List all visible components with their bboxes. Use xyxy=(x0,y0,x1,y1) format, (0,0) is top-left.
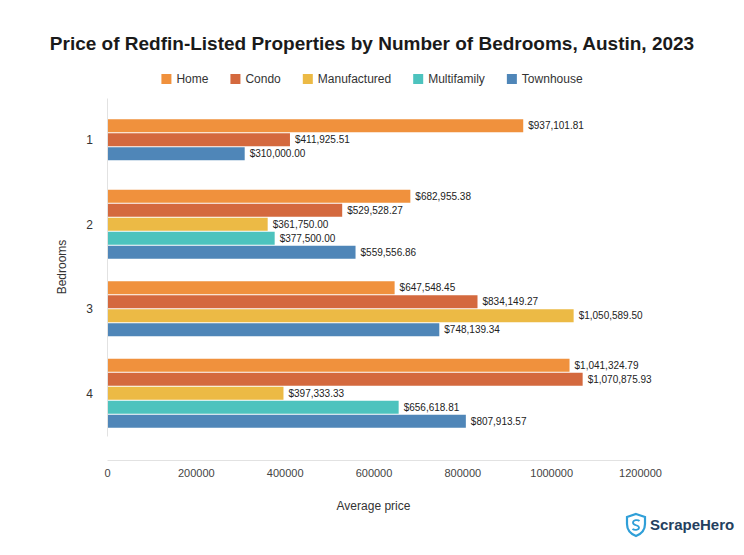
x-tick-label: 1000000 xyxy=(530,467,573,479)
data-label: $397,333.33 xyxy=(288,388,344,399)
y-tick: 1 xyxy=(86,133,107,147)
legend-swatch xyxy=(507,74,517,84)
y-tick-label: 3 xyxy=(86,302,93,316)
data-label: $834,149.27 xyxy=(483,296,539,307)
y-axis: 1 2 3 4 xyxy=(86,99,107,437)
bar xyxy=(107,190,410,203)
data-label: $647,548.45 xyxy=(400,282,456,293)
legend-swatch xyxy=(413,74,423,84)
data-label: $1,050,589.50 xyxy=(579,310,643,321)
bar xyxy=(107,281,395,294)
logo-shield xyxy=(627,514,645,536)
bar xyxy=(107,359,570,372)
y-tick: 2 xyxy=(86,218,107,232)
y-tick-label: 1 xyxy=(86,133,93,147)
y-tick: 4 xyxy=(86,387,107,401)
data-labels: $937,101.81 $411,925.51 $310,000.00 $682,95… xyxy=(250,120,652,427)
data-label: $937,101.81 xyxy=(528,120,584,131)
legend-label: Manufactured xyxy=(318,72,391,86)
data-label: $361,750.00 xyxy=(273,219,329,230)
bars xyxy=(107,119,583,428)
bar xyxy=(107,295,478,308)
bar xyxy=(107,218,268,231)
x-tick: 800000 xyxy=(444,460,481,479)
bar xyxy=(107,323,439,336)
x-tick: 0 xyxy=(104,460,110,479)
bar xyxy=(107,147,245,160)
x-tick-label: 1200000 xyxy=(619,467,662,479)
chart-container: Price of Redfin-Listed Properties by Num… xyxy=(0,0,744,555)
legend-label: Multifamily xyxy=(428,72,485,86)
logo-mark xyxy=(633,520,640,530)
legend: Home Condo Manufactured Multifamily Townhous… xyxy=(161,72,582,86)
data-label: $310,000.00 xyxy=(250,148,306,159)
source-logo: ScrapeHero xyxy=(627,514,734,536)
x-tick-label: 0 xyxy=(104,467,110,479)
chart-svg: Price of Redfin-Listed Properties by Num… xyxy=(0,0,744,555)
bar xyxy=(107,119,523,132)
data-label: $1,070,875.93 xyxy=(588,374,652,385)
bar xyxy=(107,204,342,217)
x-tick-label: 400000 xyxy=(267,467,304,479)
legend-item: Townhouse xyxy=(507,72,583,86)
bar xyxy=(107,309,574,322)
legend-swatch xyxy=(230,74,240,84)
source-text: ScrapeHero xyxy=(650,516,734,533)
y-tick-label: 2 xyxy=(86,218,93,232)
data-label: $807,913.57 xyxy=(471,416,527,427)
x-axis: 0 200000 400000 600000 800000 1000000 1200000 xyxy=(104,460,661,479)
x-tick: 1000000 xyxy=(530,460,573,479)
y-tick: 3 xyxy=(86,302,107,316)
bar xyxy=(107,232,275,245)
x-tick-label: 200000 xyxy=(178,467,215,479)
legend-item: Home xyxy=(161,72,208,86)
data-label: $656,618.81 xyxy=(404,402,460,413)
bar xyxy=(107,373,583,386)
data-label: $411,925.51 xyxy=(295,134,350,145)
data-label: $682,955.38 xyxy=(415,191,471,202)
y-axis-title: Bedrooms xyxy=(55,240,69,295)
data-label: $529,528.27 xyxy=(347,205,403,216)
y-axis-line xyxy=(107,99,108,437)
x-tick: 400000 xyxy=(267,460,304,479)
legend-label: Condo xyxy=(245,72,281,86)
bar xyxy=(107,133,290,146)
data-label: $559,556.86 xyxy=(361,247,417,258)
data-label: $748,139.34 xyxy=(444,324,500,335)
x-axis-title: Average price xyxy=(337,499,411,513)
chart-title: Price of Redfin-Listed Properties by Num… xyxy=(50,33,694,54)
x-axis-line xyxy=(108,460,641,461)
legend-item: Multifamily xyxy=(413,72,485,86)
legend-label: Townhouse xyxy=(522,72,583,86)
x-tick: 600000 xyxy=(356,460,393,479)
legend-swatch xyxy=(303,74,313,84)
legend-label: Home xyxy=(176,72,208,86)
bar xyxy=(107,246,356,259)
x-tick: 1200000 xyxy=(619,460,662,479)
bar xyxy=(107,415,466,428)
x-tick-label: 800000 xyxy=(444,467,481,479)
legend-swatch xyxy=(161,74,171,84)
x-tick: 200000 xyxy=(178,460,215,479)
background xyxy=(0,0,744,555)
legend-item: Manufactured xyxy=(303,72,391,86)
y-tick-label: 4 xyxy=(86,387,93,401)
x-tick-label: 600000 xyxy=(356,467,393,479)
bar xyxy=(107,401,399,414)
bar xyxy=(107,387,283,400)
legend-item: Condo xyxy=(230,72,281,86)
data-label: $1,041,324.79 xyxy=(575,360,639,371)
data-label: $377,500.00 xyxy=(280,233,336,244)
